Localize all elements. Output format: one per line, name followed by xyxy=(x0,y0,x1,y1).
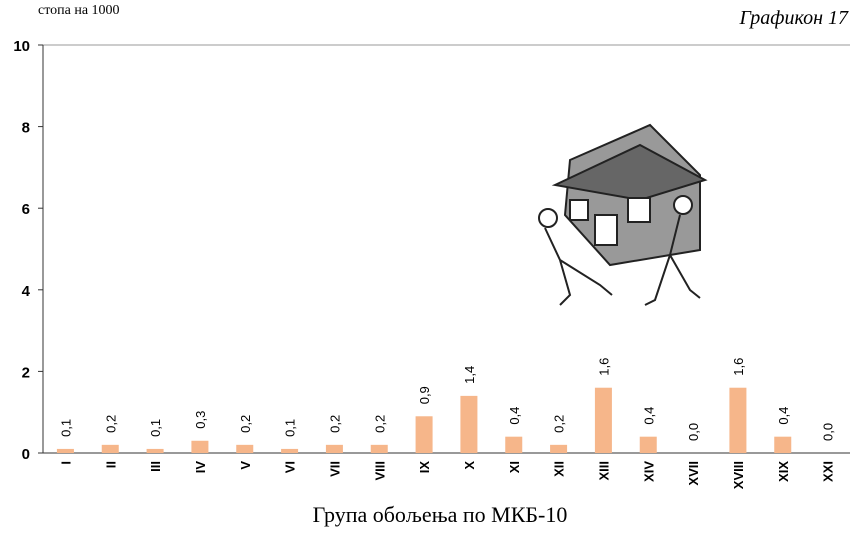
chart-title: Графикон 17 xyxy=(738,7,849,29)
x-tick-label: VI xyxy=(283,461,298,473)
value-label: 0,2 xyxy=(552,415,567,433)
x-tick-label: XVII xyxy=(686,461,701,486)
x-tick-label: XI xyxy=(507,461,522,473)
value-label: 0,3 xyxy=(193,411,208,429)
value-label: 0,4 xyxy=(776,407,791,425)
bar xyxy=(550,444,568,453)
y-tick-label: 4 xyxy=(22,283,31,300)
x-tick-label: III xyxy=(148,461,163,472)
value-label: 1,6 xyxy=(596,358,611,376)
value-label: 0,2 xyxy=(372,415,387,433)
bar xyxy=(101,444,119,453)
value-label: 0,1 xyxy=(58,419,73,437)
x-tick-label: VIII xyxy=(372,461,387,481)
bar xyxy=(146,448,164,453)
house-illustration xyxy=(538,123,708,306)
x-axis-title: Група обољења по МКБ-10 xyxy=(313,502,568,527)
y-tick-label: 8 xyxy=(22,120,30,137)
x-tick-label: VII xyxy=(327,461,342,477)
y-tick-label: 6 xyxy=(22,201,30,218)
bar xyxy=(729,387,747,453)
y-tick-label: 0 xyxy=(22,446,30,463)
bar xyxy=(594,387,612,453)
value-label: 0,2 xyxy=(238,415,253,433)
y-tick-label: 2 xyxy=(22,364,30,381)
bar xyxy=(415,416,433,453)
value-label: 0,4 xyxy=(507,407,522,425)
x-tick-label: I xyxy=(58,461,73,465)
value-label: 0,0 xyxy=(686,423,701,441)
value-label: 1,6 xyxy=(731,358,746,376)
value-label: 0,4 xyxy=(641,407,656,425)
y-tick-label: 10 xyxy=(13,38,30,55)
x-tick-label: V xyxy=(238,461,253,470)
bar xyxy=(191,440,209,453)
bar xyxy=(370,444,388,453)
bar xyxy=(639,436,657,453)
bar xyxy=(236,444,254,453)
x-tick-label: XXI xyxy=(821,461,836,482)
value-label: 0,1 xyxy=(148,419,163,437)
value-label: 0,0 xyxy=(821,423,836,441)
x-tick-label: XVIII xyxy=(731,461,746,489)
value-label: 0,1 xyxy=(283,419,298,437)
x-tick-label: II xyxy=(103,461,118,468)
y-axis-title: стопа на 1000 xyxy=(38,3,120,18)
value-label: 0,9 xyxy=(417,386,432,404)
x-tick-label: XIV xyxy=(641,461,656,482)
value-label: 1,4 xyxy=(462,366,477,384)
bar xyxy=(505,436,523,453)
x-tick-label: IV xyxy=(193,461,208,474)
x-tick-label: IX xyxy=(417,461,432,474)
value-label: 0,2 xyxy=(327,415,342,433)
bar xyxy=(56,448,74,453)
x-tick-label: XIX xyxy=(776,461,791,482)
bar xyxy=(774,436,792,453)
value-label: 0,2 xyxy=(103,415,118,433)
bar xyxy=(325,444,343,453)
x-tick-label: X xyxy=(462,461,477,470)
bar xyxy=(281,448,299,453)
bar xyxy=(460,395,478,453)
x-tick-label: XIII xyxy=(596,461,611,481)
x-tick-label: XII xyxy=(552,461,567,477)
